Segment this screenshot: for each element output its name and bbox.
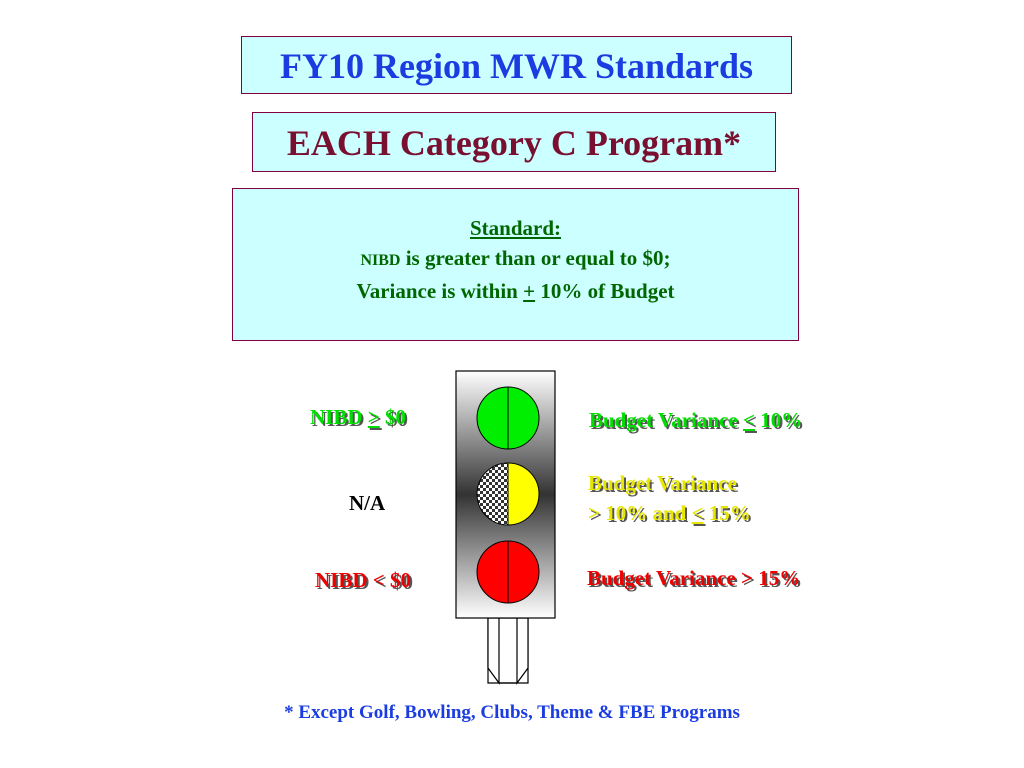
footnote: * Except Golf, Bowling, Clubs, Theme & F…	[284, 702, 740, 723]
green-light	[476, 386, 540, 450]
greater-equal-symbol: >	[367, 405, 380, 429]
standard-line-2-post: 10% of Budget	[535, 279, 675, 303]
standard-line-2-pre: Variance is within	[356, 279, 524, 303]
bv-green-post: 10%	[754, 408, 803, 432]
budget-variance-green-label: Budget Variance < 10%	[589, 408, 802, 433]
standard-box: Standard: NIBD is greater than or equal …	[232, 188, 799, 341]
standard-line-1: NIBD is greater than or equal to $0;	[233, 243, 798, 276]
bv-yellow-pre: > 10% and	[588, 501, 692, 525]
page-subtitle: EACH Category C Program*	[286, 123, 742, 163]
na-label: N/A	[349, 491, 386, 515]
less-equal-symbol: <	[691, 501, 704, 525]
bv-yellow-post: 15%	[703, 501, 751, 525]
plus-minus-symbol: +	[523, 279, 536, 303]
title-box: FY10 Region MWR Standards	[241, 36, 792, 94]
nibd-green-label: NIBD > $0	[310, 405, 406, 430]
budget-variance-red-label: Budget Variance > 15%	[587, 566, 801, 590]
standard-nibd-abbr: NIBD	[360, 252, 401, 269]
budget-variance-yellow-label-line1: Budget Variance	[588, 471, 737, 495]
traffic-light	[455, 370, 556, 685]
yellow-light	[476, 462, 540, 526]
budget-variance-yellow-label-line2: > 10% and < 15%	[588, 501, 751, 526]
less-equal-symbol: <	[743, 408, 755, 432]
red-light	[476, 540, 540, 604]
nibd-red-label: NIBD < $0	[315, 568, 411, 592]
standard-line-2: Variance is within + 10% of Budget	[233, 276, 798, 306]
nibd-green-post: $0	[379, 405, 406, 429]
subtitle-box: EACH Category C Program*	[252, 112, 776, 172]
nibd-green-pre: NIBD	[310, 405, 368, 429]
bv-green-pre: Budget Variance	[589, 408, 744, 432]
page-title: FY10 Region MWR Standards	[279, 46, 754, 86]
standard-line-1-text: is greater than or equal to $0;	[400, 246, 671, 270]
standard-heading: Standard:	[469, 216, 562, 240]
traffic-light-pole	[487, 617, 529, 685]
